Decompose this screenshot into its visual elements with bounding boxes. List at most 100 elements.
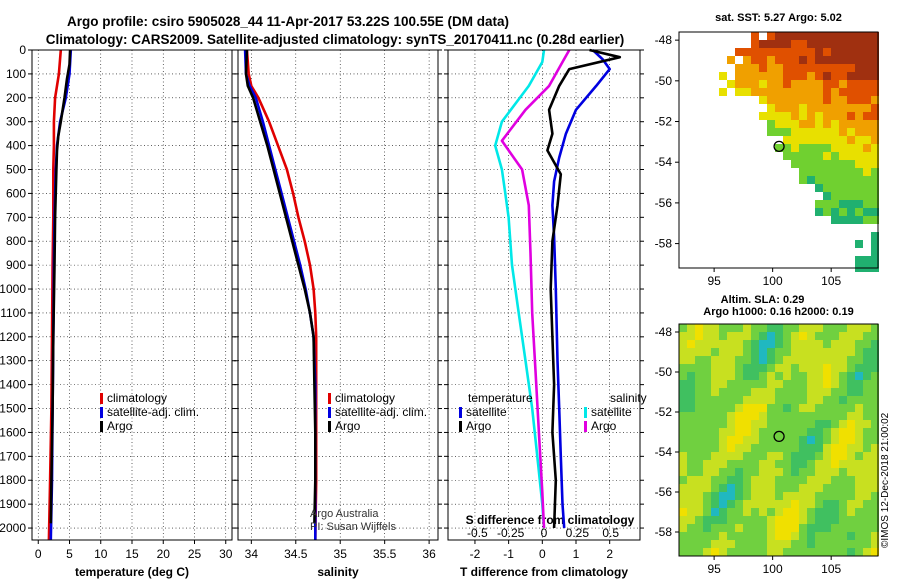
- sla-cell: [679, 540, 687, 548]
- sla-cell: [839, 340, 847, 348]
- sla-cell: [719, 428, 727, 436]
- sst-cell: [863, 56, 871, 64]
- sla-cell: [743, 420, 751, 428]
- sla-cell: [759, 548, 767, 556]
- sla-cell: [783, 348, 791, 356]
- sla-cell: [815, 460, 823, 468]
- sst-cell: [791, 112, 799, 120]
- sst-cell: [863, 64, 871, 72]
- sla-cell: [727, 380, 735, 388]
- sla-cell: [759, 420, 767, 428]
- sst-cell: [871, 192, 879, 200]
- sla-cell: [839, 380, 847, 388]
- sla-cell: [799, 324, 807, 332]
- sla-cell: [807, 500, 815, 508]
- sla-cell: [735, 428, 743, 436]
- sla-cell: [863, 340, 871, 348]
- sla-cell: [735, 468, 743, 476]
- sst-cell: [807, 40, 815, 48]
- sla-cell: [695, 524, 703, 532]
- sla-cell: [743, 388, 751, 396]
- sst-cell: [807, 144, 815, 152]
- sst-cell: [727, 80, 735, 88]
- series-line-argo: [49, 49, 72, 524]
- sst-cell: [823, 176, 831, 184]
- sla-cell: [783, 356, 791, 364]
- sla-cell: [719, 372, 727, 380]
- sla-cell: [815, 500, 823, 508]
- sla-cell: [855, 484, 863, 492]
- sst-cell: [839, 40, 847, 48]
- sst-cell: [855, 200, 863, 208]
- x-tick-label: -1: [503, 547, 514, 561]
- sla-cell: [727, 364, 735, 372]
- sla-cell: [727, 508, 735, 516]
- sla-cell: [743, 452, 751, 460]
- sst-cell: [767, 128, 775, 136]
- sla-cell: [831, 324, 839, 332]
- sla-cell: [815, 524, 823, 532]
- sst-cell: [751, 48, 759, 56]
- sla-cell: [839, 364, 847, 372]
- sla-cell: [855, 500, 863, 508]
- sla-cell: [831, 356, 839, 364]
- sla-cell: [847, 516, 855, 524]
- sst-cell: [759, 64, 767, 72]
- map-y-tick-label: -50: [655, 74, 673, 88]
- sst-cell: [807, 64, 815, 72]
- sla-cell: [767, 356, 775, 364]
- sla-cell: [727, 356, 735, 364]
- sst-cell: [815, 48, 823, 56]
- sla-cell: [775, 516, 783, 524]
- sla-cell: [855, 348, 863, 356]
- sst-map-panel: -48 -50 -52 -54 -56 -58 95 100 105 sat. SST: 5.27…: [655, 12, 879, 288]
- sla-cell: [855, 380, 863, 388]
- sla-cell: [815, 420, 823, 428]
- sla-cell: [823, 500, 831, 508]
- sla-cell: [695, 348, 703, 356]
- sla-cell: [831, 372, 839, 380]
- sst-cell: [751, 80, 759, 88]
- sla-cell: [695, 548, 703, 556]
- sla-cell: [735, 324, 743, 332]
- sst-cell: [743, 48, 751, 56]
- sla-cell: [751, 428, 759, 436]
- sla-cell: [759, 524, 767, 532]
- sla-cell: [831, 428, 839, 436]
- sla-cell: [783, 540, 791, 548]
- map-y-tick-label: -50: [655, 365, 673, 379]
- sla-cell: [719, 348, 727, 356]
- sla-cell: [807, 404, 815, 412]
- sst-cell: [799, 128, 807, 136]
- sla-cell: [775, 436, 783, 444]
- sla-cell: [743, 524, 751, 532]
- sst-cell: [823, 80, 831, 88]
- sla-cell: [751, 324, 759, 332]
- sla-cell: [695, 332, 703, 340]
- sla-cell: [767, 532, 775, 540]
- sst-cell: [791, 136, 799, 144]
- sst-cell: [855, 32, 863, 40]
- sst-cell: [799, 64, 807, 72]
- sst-cell: [823, 40, 831, 48]
- sla-cell: [687, 412, 695, 420]
- sla-cell: [799, 364, 807, 372]
- sst-cell: [807, 48, 815, 56]
- series-line-t-satellite: [551, 49, 612, 529]
- sla-cell: [815, 468, 823, 476]
- sla-cell: [711, 548, 719, 556]
- sst-cell: [815, 200, 823, 208]
- sla-cell: [815, 412, 823, 420]
- sst-cell: [839, 88, 847, 96]
- sla-cell: [815, 436, 823, 444]
- sst-cell: [871, 40, 879, 48]
- y-tick-label: 100: [6, 67, 26, 81]
- sla-cell: [719, 500, 727, 508]
- sla-cell: [695, 468, 703, 476]
- sla-cell: [695, 428, 703, 436]
- sla-cell: [687, 508, 695, 516]
- sla-cell: [847, 444, 855, 452]
- sst-cell: [839, 80, 847, 88]
- y-tick-label: 2000: [0, 521, 26, 535]
- sla-cell: [791, 524, 799, 532]
